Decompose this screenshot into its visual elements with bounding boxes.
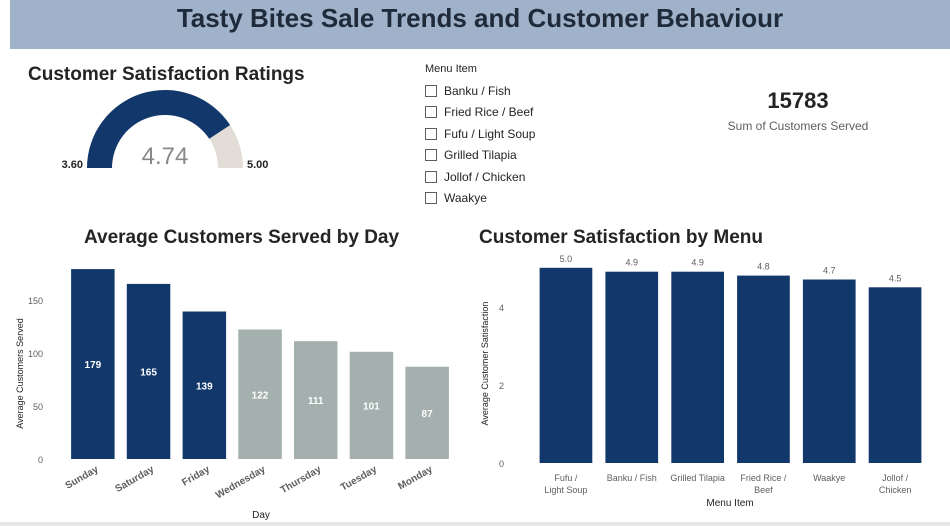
checkbox-icon[interactable]	[425, 106, 437, 119]
checkbox-icon[interactable]	[425, 192, 437, 205]
checkbox-icon[interactable]	[425, 170, 437, 183]
satisfaction-by-menu-chart[interactable]: 0 2 4 Average Customer Satisfaction 5.0 Fufu …	[470, 250, 950, 522]
kpi-label: Sum of Customers Served	[727, 119, 869, 133]
y-tick-label: 4	[499, 303, 504, 313]
bar-jollof-chicken[interactable]	[868, 287, 922, 463]
checkbox-icon[interactable]	[425, 149, 437, 162]
gauge-max-label: 5.00	[247, 159, 268, 171]
customers-by-day-chart[interactable]: 0 50 100 150 Average Customers Served 179 Sund…	[0, 250, 470, 522]
y-tick-label: 100	[28, 349, 43, 359]
gauge-min-label: 3.60	[62, 159, 83, 171]
bar-fufu-light-soup[interactable]	[539, 267, 593, 463]
satisfaction-gauge[interactable]: 3.60 5.00 4.74	[60, 85, 300, 185]
data-label-thursday: 111	[308, 396, 324, 407]
x-tick-label-sunday: Sunday	[64, 464, 101, 492]
gauge-value-label: 4.74	[142, 143, 189, 170]
slicer-item-fufu-light-soup[interactable]: Fufu / Light Soup	[425, 123, 535, 145]
x-tick-label-jollof-chicken: Jollof / Chicken	[879, 473, 912, 495]
data-label-waakye: 4.7	[823, 266, 836, 276]
data-label-monday: 87	[422, 409, 434, 420]
y-axis-label: Average Customers Served	[15, 318, 25, 428]
chart-title-satisfaction-by-menu: Customer Satisfaction by Menu	[479, 227, 763, 248]
checkbox-icon[interactable]	[425, 127, 437, 140]
bar-monday[interactable]	[405, 366, 449, 459]
slicer-item-waakye[interactable]: Waakye	[425, 188, 535, 210]
x-tick-label-tuesday: Tuesday	[339, 464, 379, 494]
data-label-sunday: 179	[85, 360, 102, 371]
x-tick-label-thursday: Thursday	[279, 464, 324, 496]
x-tick-label-waakye: Waakye	[813, 473, 845, 483]
x-tick-label-banku-fish: Banku / Fish	[607, 473, 657, 483]
bottom-divider	[0, 522, 950, 526]
bar-waakye[interactable]	[802, 279, 856, 464]
slicer-item-label: Waakye	[444, 191, 487, 206]
y-tick-label: 0	[499, 459, 504, 469]
bar-thursday[interactable]	[294, 341, 338, 459]
x-tick-label-fried-rice-beef: Fried Rice / Beef	[740, 473, 787, 495]
data-label-tuesday: 101	[363, 401, 380, 412]
x-tick-label-saturday: Saturday	[114, 464, 157, 495]
bar-sunday[interactable]	[71, 269, 115, 459]
y-axis-label: Average Customer Satisfaction	[480, 302, 490, 426]
header-banner: Tasty Bites Sale Trends and Customer Beh…	[10, 0, 950, 49]
data-label-grilled-tilapia: 4.9	[691, 258, 704, 268]
slicer-item-jollof-chicken[interactable]: Jollof / Chicken	[425, 166, 535, 188]
y-tick-label: 50	[33, 402, 43, 412]
bar-tuesday[interactable]	[349, 351, 394, 459]
data-label-fried-rice-beef: 4.8	[757, 262, 770, 272]
data-label-saturday: 165	[140, 368, 157, 379]
checkbox-icon[interactable]	[425, 84, 437, 97]
slicer-header: Menu Item	[425, 63, 477, 75]
slicer-item-label: Fufu / Light Soup	[444, 126, 536, 141]
x-axis-label: Menu Item	[706, 498, 753, 509]
data-label-friday: 139	[196, 381, 213, 392]
gauge-fill	[87, 89, 231, 168]
x-tick-label-friday: Friday	[180, 464, 212, 489]
slicer-item-fried-rice-beef[interactable]: Fried Rice / Beef	[425, 102, 535, 124]
chart-title-customers-by-day: Average Customers Served by Day	[84, 227, 400, 248]
menu-item-slicer: Menu Item Banku / Fish Fried Rice / Beef…	[425, 63, 535, 209]
slicer-item-label: Fried Rice / Beef	[444, 105, 534, 120]
slicer-item-label: Grilled Tilapia	[444, 148, 517, 163]
x-tick-label-monday: Monday	[396, 464, 435, 493]
slicer-item-banku-fish[interactable]: Banku / Fish	[425, 80, 535, 102]
x-axis-label: Day	[252, 510, 270, 521]
data-label-jollof-chicken: 4.5	[889, 273, 902, 283]
x-tick-label-grilled-tilapia: Grilled Tilapia	[670, 473, 725, 483]
slicer-item-grilled-tilapia[interactable]: Grilled Tilapia	[425, 145, 535, 167]
page-title: Tasty Bites Sale Trends and Customer Beh…	[176, 3, 784, 33]
bar-friday[interactable]	[182, 311, 227, 460]
y-tick-label: 0	[38, 455, 43, 465]
y-tick-label: 150	[28, 296, 43, 306]
slicer-item-label: Jollof / Chicken	[444, 169, 526, 184]
bar-banku-fish[interactable]	[605, 271, 659, 463]
bar-fried-rice-beef[interactable]	[737, 275, 790, 463]
data-label-wednesday: 122	[252, 390, 269, 401]
x-tick-label-wednesday: Wednesday	[214, 464, 268, 501]
data-label-fufu-light-soup: 5.0	[560, 254, 573, 264]
bar-wednesday[interactable]	[238, 329, 282, 460]
kpi-value: 15783	[767, 88, 829, 113]
bar-saturday[interactable]	[126, 283, 171, 459]
y-tick-label: 2	[499, 381, 504, 391]
bar-grilled-tilapia[interactable]	[671, 271, 724, 463]
gauge-title: Customer Satisfaction Ratings	[28, 64, 305, 85]
x-tick-label-fufu-light-soup: Fufu / Light Soup	[544, 473, 587, 495]
data-label-banku-fish: 4.9	[626, 258, 639, 268]
slicer-item-label: Banku / Fish	[444, 83, 511, 98]
